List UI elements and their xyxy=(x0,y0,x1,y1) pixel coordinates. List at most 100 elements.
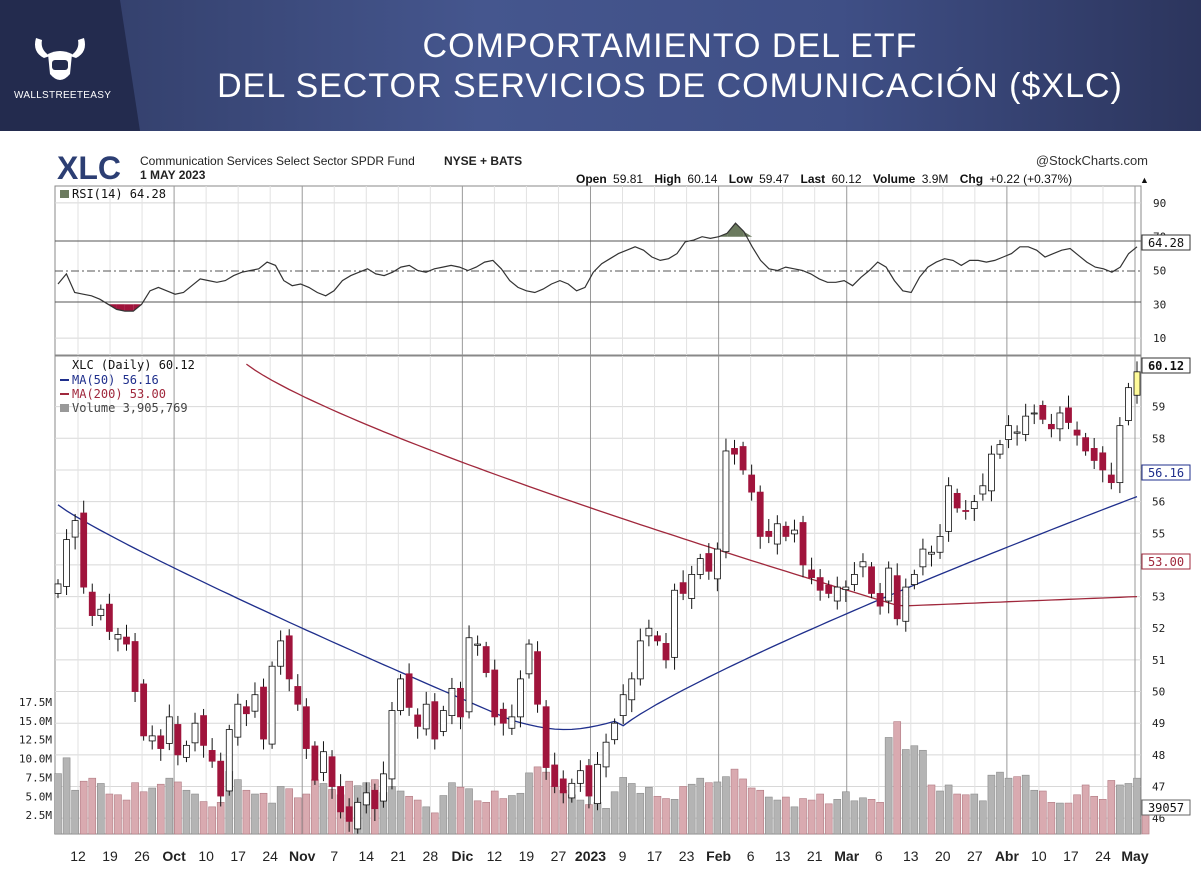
candle-body xyxy=(688,574,696,599)
last-price-label: 60.12 xyxy=(1148,359,1184,373)
x-axis: 12 19 26 Oct 10 17 24 Nov 7 14 21 28 Dic 12 19 27 2023 9 1… xyxy=(70,848,1149,864)
candle xyxy=(534,641,541,713)
candle-body xyxy=(388,710,396,780)
candle-body xyxy=(320,751,327,773)
volume-tick-label: 2.5M xyxy=(26,809,53,822)
candle xyxy=(731,439,738,465)
candle xyxy=(962,500,970,520)
volume-bars xyxy=(54,721,1150,835)
x-tick-label: 17 xyxy=(230,848,246,864)
candle-body xyxy=(371,789,379,810)
legend-volume: Volume 3,905,769 xyxy=(72,401,188,415)
volume-bar xyxy=(234,779,242,835)
volume-bar xyxy=(508,795,516,835)
candle-body xyxy=(337,786,344,813)
candle-body xyxy=(1056,412,1064,430)
candle xyxy=(842,580,850,602)
candle-body xyxy=(722,450,730,553)
candle xyxy=(551,752,559,794)
candle xyxy=(868,562,875,599)
candle-body xyxy=(645,627,653,637)
candle-body xyxy=(619,694,627,717)
x-tick-label: 13 xyxy=(775,848,791,864)
candle-body xyxy=(988,453,995,492)
candle xyxy=(1073,421,1081,446)
candle-body xyxy=(799,522,807,566)
volume-tick-label: 10.0M xyxy=(19,753,52,766)
ma50-value-label: 56.16 xyxy=(1148,466,1184,480)
volume-tick-label: 12.5M xyxy=(19,734,52,747)
price-tick-label: 50 xyxy=(1152,686,1165,699)
candle-body xyxy=(953,492,961,509)
chart-date: 1 MAY 2023 xyxy=(140,168,206,182)
candle xyxy=(54,579,62,599)
candle-body xyxy=(713,548,721,580)
legend-ma50: MA(50) 56.16 xyxy=(72,373,159,387)
volume-bar xyxy=(619,777,627,835)
x-tick-label: 9 xyxy=(619,848,627,864)
rsi-line xyxy=(57,222,1138,312)
candle xyxy=(302,698,310,759)
volume-bar xyxy=(730,768,739,835)
volume-bar xyxy=(910,745,919,835)
candle-body xyxy=(302,706,310,749)
candle-body xyxy=(268,665,276,745)
candle xyxy=(928,545,935,567)
candle xyxy=(953,488,961,513)
volume-bar xyxy=(747,787,756,835)
volume-bar xyxy=(550,786,559,835)
x-tick-label: 17 xyxy=(647,848,663,864)
candle xyxy=(260,678,267,750)
candle-body xyxy=(123,636,130,645)
volume-bar xyxy=(696,777,705,835)
x-tick-label: 19 xyxy=(519,848,535,864)
candle xyxy=(765,519,773,544)
volume-bar xyxy=(979,800,987,835)
volume-bar xyxy=(1073,794,1081,835)
volume-bar xyxy=(1090,795,1098,835)
candle-body xyxy=(791,529,798,535)
ma200-value-label: 53.00 xyxy=(1148,555,1184,569)
candle xyxy=(1107,462,1115,490)
candle-body xyxy=(422,703,430,730)
x-tick-label: Oct xyxy=(162,848,186,864)
volume-bar xyxy=(705,782,713,835)
candle xyxy=(885,561,893,614)
candle-body xyxy=(970,501,978,509)
candle xyxy=(1039,400,1047,425)
x-tick-label: 27 xyxy=(967,848,983,864)
candle-body xyxy=(1125,387,1132,421)
candle-body xyxy=(260,686,267,740)
x-tick-label: Feb xyxy=(706,848,731,864)
candle xyxy=(645,619,653,647)
volume-bar xyxy=(139,791,148,835)
volume-bar xyxy=(1047,802,1056,835)
candle-body xyxy=(508,716,516,729)
volume-bar xyxy=(953,793,961,835)
volume-bar xyxy=(456,786,465,835)
candle xyxy=(285,629,293,692)
volume-bar xyxy=(764,796,773,835)
price-legend: XLC (Daily) 60.12 MA(50) 56.16 MA(200) 5… xyxy=(60,358,195,415)
candle xyxy=(225,724,233,796)
rsi-tick-label: 90 xyxy=(1153,197,1166,210)
candle-body xyxy=(200,715,207,746)
candle xyxy=(559,770,567,804)
ma200-line xyxy=(246,363,1138,607)
x-tick-label: 19 xyxy=(102,848,118,864)
volume-bar xyxy=(679,786,687,835)
price-tick-label: 49 xyxy=(1152,717,1165,730)
candle-body xyxy=(671,589,678,658)
chart-symbol: XLC xyxy=(57,150,121,186)
candle xyxy=(131,632,139,702)
x-tick-label: 24 xyxy=(1095,848,1111,864)
candle xyxy=(602,733,610,778)
candle-body xyxy=(414,714,422,727)
candle-body xyxy=(63,539,70,587)
candle-body xyxy=(431,701,439,740)
candle xyxy=(63,529,70,595)
volume-bar xyxy=(1039,790,1047,835)
candle-body xyxy=(936,536,944,553)
x-tick-label: Dic xyxy=(451,848,473,864)
volume-bar xyxy=(285,788,294,835)
